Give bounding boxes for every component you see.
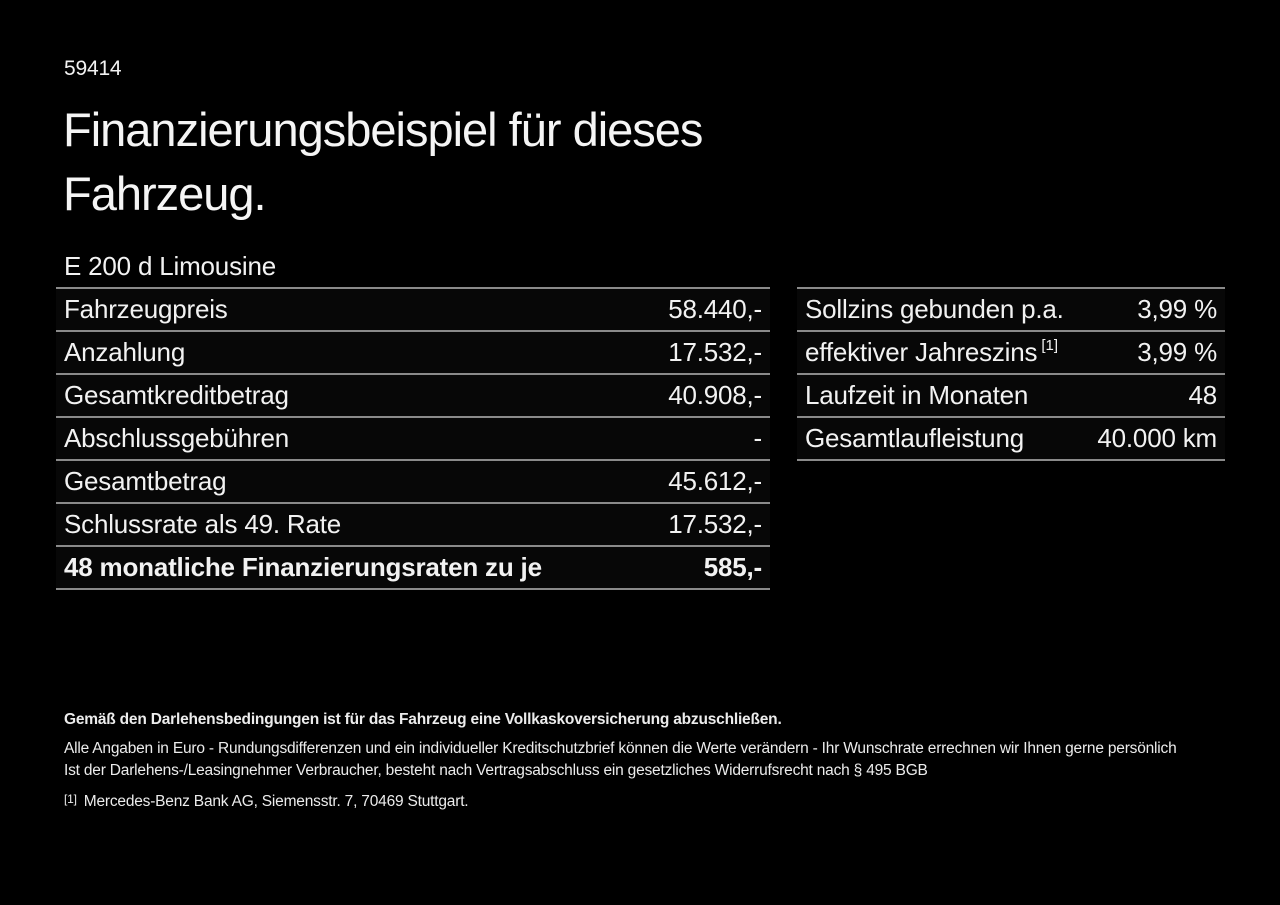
page-title-line2: Fahrzeug. bbox=[63, 167, 267, 220]
vehicle-model-header: E 200 d Limousine bbox=[56, 245, 770, 287]
row-label: Sollzins gebunden p.a. bbox=[805, 294, 1064, 324]
table-row-sollzins: Sollzins gebunden p.a. 3,99 % bbox=[797, 287, 1225, 330]
row-label: Abschlussgebühren bbox=[64, 423, 289, 453]
row-label: Schlussrate als 49. Rate bbox=[64, 509, 342, 539]
table-row-abschlussgebuehren: Abschlussgebühren - bbox=[56, 416, 770, 459]
vehicle-id: 59414 bbox=[64, 57, 122, 80]
page-title-line1: Finanzierungsbeispiel für dieses bbox=[63, 103, 703, 156]
reference-footnote: [1] Mercedes-Benz Bank AG, Siemensstr. 7,… bbox=[64, 789, 469, 812]
row-label: 48 monatliche Finanzierungsraten zu je bbox=[64, 552, 542, 582]
insurance-note: Gemäß den Darlehensbedingungen ist für d… bbox=[64, 711, 782, 728]
table-row-finanzierungsraten: 48 monatliche Finanzierungsraten zu je 5… bbox=[56, 545, 770, 588]
table-row-gesamtbetrag: Gesamtbetrag 45.612,- bbox=[56, 459, 770, 502]
table-row-schlussrate: Schlussrate als 49. Rate 17.532,- bbox=[56, 502, 770, 545]
page-title: Finanzierungsbeispiel für dieses Fahrzeu… bbox=[63, 98, 703, 226]
row-value: 58.440,- bbox=[668, 294, 762, 324]
table-row-effektiver-jahreszins: effektiver Jahreszins [1] 3,99 % bbox=[797, 330, 1225, 373]
row-value: 3,99 % bbox=[1137, 294, 1217, 324]
row-label: effektiver Jahreszins [1] bbox=[805, 337, 1058, 368]
table-row-laufzeit: Laufzeit in Monaten 48 bbox=[797, 373, 1225, 416]
row-value: 40.908,- bbox=[668, 380, 762, 410]
finance-table: E 200 d Limousine Fahrzeugpreis 58.440,-… bbox=[56, 245, 770, 590]
row-value: 17.532,- bbox=[668, 509, 762, 539]
table-row-gesamtkreditbetrag: Gesamtkreditbetrag 40.908,- bbox=[56, 373, 770, 416]
table-row-fahrzeugpreis: Fahrzeugpreis 58.440,- bbox=[56, 287, 770, 330]
row-value: 3,99 % bbox=[1137, 337, 1217, 367]
row-value: 48 bbox=[1188, 380, 1217, 410]
row-label: Gesamtkreditbetrag bbox=[64, 380, 289, 410]
disclaimer-line1: Alle Angaben in Euro - Rundungsdifferenz… bbox=[64, 740, 1177, 757]
row-label: Laufzeit in Monaten bbox=[805, 380, 1029, 410]
row-value: 40.000 km bbox=[1097, 423, 1217, 453]
reference-text: Mercedes-Benz Bank AG, Siemensstr. 7, 70… bbox=[83, 793, 469, 810]
table-row-gesamtlaufleistung: Gesamtlaufleistung 40.000 km bbox=[797, 416, 1225, 459]
row-label: Gesamtlaufleistung bbox=[805, 423, 1024, 453]
row-value: - bbox=[753, 423, 763, 453]
row-label: Gesamtbetrag bbox=[64, 466, 227, 496]
row-value: 45.612,- bbox=[668, 466, 762, 496]
row-value: 585,- bbox=[703, 552, 762, 582]
conditions-table: Sollzins gebunden p.a. 3,99 % effektiver… bbox=[797, 287, 1225, 461]
row-value: 17.532,- bbox=[668, 337, 762, 367]
row-label-text: effektiver Jahreszins bbox=[805, 337, 1038, 367]
reference-marker: [1] bbox=[64, 792, 77, 806]
footnote-marker: [1] bbox=[1041, 337, 1059, 354]
row-label: Anzahlung bbox=[64, 337, 186, 367]
table-row-anzahlung: Anzahlung 17.532,- bbox=[56, 330, 770, 373]
disclaimer-line2: Ist der Darlehens-/Leasingnehmer Verbrau… bbox=[64, 762, 928, 779]
vehicle-model-label: E 200 d Limousine bbox=[64, 250, 276, 281]
row-label: Fahrzeugpreis bbox=[64, 294, 228, 324]
